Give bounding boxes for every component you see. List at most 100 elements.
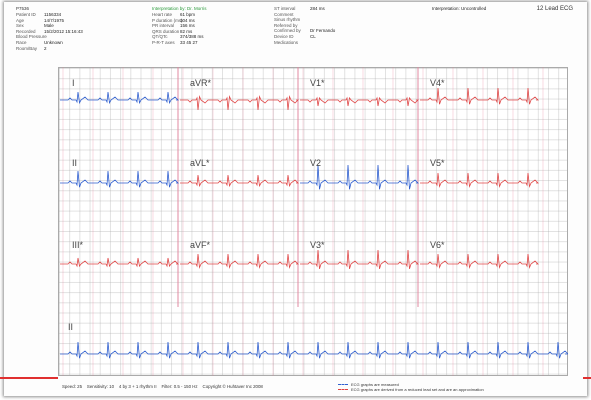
header-value: 33 45 27 — [180, 39, 198, 45]
header-value: 61 bpm — [180, 12, 196, 17]
header-value: 82 ms — [180, 28, 193, 34]
header-value: CL — [310, 33, 316, 39]
header-row: P-R-T axes 33 45 27 — [152, 40, 204, 46]
lead-label: V2 — [310, 158, 322, 168]
header-key: QRS duration — [152, 28, 180, 34]
header-key: Age — [16, 17, 25, 23]
ecg-trace — [180, 253, 299, 270]
header-row: QT/QTc 374/388 ms — [152, 34, 204, 40]
header-value: Dr Fernando — [310, 28, 336, 34]
interpretation-heading-text: Interpretation by: Dr. Morris — [152, 6, 207, 11]
header-key: Medications — [274, 39, 299, 45]
header-row: PR interval 156 ms — [152, 23, 204, 29]
header-value: 104 ms — [180, 17, 195, 23]
lead-label: aVR* — [190, 78, 212, 88]
lead-label: V6* — [430, 240, 445, 250]
header-row: Device ID CL — [274, 34, 335, 40]
header-row: Sex Male — [16, 23, 83, 29]
header-value: 284 ms — [310, 6, 325, 11]
right-red-marker — [583, 377, 591, 379]
trace-legend: ECG graphs are measured ECG graphs are d… — [338, 382, 484, 392]
interpretation-heading: Interpretation by: Dr. Morris — [152, 6, 207, 12]
header-row: Recorded 15/2/2012 15:16:43 — [16, 29, 83, 35]
header-key: Recorded — [16, 28, 36, 34]
measurements-block: Heart rate 61 bpm P duration (ms) 104 ms PR … — [152, 12, 204, 46]
ecg-trace — [420, 253, 539, 270]
lead-label: aVF* — [190, 240, 211, 250]
header-row: Sinus rhythm — [274, 17, 335, 23]
header-value: 1156334 — [44, 12, 62, 17]
header-key: Referred by — [274, 22, 298, 28]
ecg-title-text: 12 Lead ECG — [536, 6, 573, 12]
header-row: Patient ID 1156334 — [16, 12, 83, 18]
ecg-trace — [420, 87, 539, 105]
header-key: PR interval — [152, 23, 175, 29]
header-value: Unknown — [44, 39, 63, 45]
header-key: Sex — [16, 23, 24, 29]
header-key: Race — [16, 39, 27, 45]
header-key: Patient ID — [16, 12, 36, 17]
header-row: Room/Bay 2 — [16, 46, 83, 52]
header-row: Interpretation: Uncontrolled — [402, 6, 486, 12]
lead-label: V3* — [310, 240, 325, 250]
lead-label: I — [72, 78, 75, 88]
header-key: Comment — [274, 11, 294, 17]
header-row: Race Unknown — [16, 40, 83, 46]
header-row: Confirmed by Dr Fernando — [274, 28, 335, 34]
header-row: Comment — [274, 12, 335, 18]
measured-swatch — [338, 384, 348, 386]
lead-label: II — [72, 158, 78, 168]
ecg-trace — [180, 94, 299, 111]
left-red-marker — [0, 377, 58, 379]
header-key: Room/Bay — [16, 45, 38, 51]
header-value: Male — [44, 23, 54, 29]
ecg-trace — [60, 91, 179, 105]
legend-derived-text: ECG graphs are derived from a reduced le… — [351, 387, 484, 392]
interpretation-block: Interpretation: Uncontrolled — [402, 6, 486, 12]
header-key: Blood Pressure — [16, 34, 47, 40]
header-key: Device ID — [274, 33, 294, 39]
header-key: P-R-T axes — [152, 39, 175, 45]
header-value: Interpretation: Uncontrolled — [432, 6, 487, 11]
lead-label: aVL* — [190, 158, 210, 168]
ecg-trace — [420, 172, 539, 189]
header-row: Heart rate 61 bpm — [152, 12, 204, 18]
speed-label: Speed: 25 — [62, 384, 83, 389]
header-value: 14/7/1975 — [44, 17, 65, 23]
lead-label: V1* — [310, 78, 325, 88]
legend-measured-text: ECG graphs are measured — [351, 382, 399, 387]
header-key — [402, 6, 432, 12]
patient-name: P7536 — [16, 6, 29, 12]
header-row: Blood Pressure — [16, 34, 83, 40]
lead-label: V4* — [430, 78, 445, 88]
header-value: 374/388 ms — [180, 34, 204, 40]
header-key: Sinus rhythm — [274, 17, 301, 23]
filter-label: Filter: 0.5 - 150 Hz — [161, 384, 198, 389]
footer-settings: Speed: 25 Sensitivity: 10 4 by 3 + 1 rhy… — [62, 384, 263, 389]
ecg-grid — [58, 67, 568, 376]
header-row: QRS duration 82 ms — [152, 29, 204, 35]
comments-block: ST interval 284 ms Comment Sinus rhythm Refe… — [274, 6, 335, 45]
legend-derived: ECG graphs are derived from a reduced le… — [338, 387, 484, 392]
patient-name-text: P7536 — [16, 6, 30, 11]
header-key: Heart rate — [152, 12, 173, 17]
header-row: P duration (ms) 104 ms — [152, 18, 204, 24]
patient-info-block: Patient ID 1156334 Age 14/7/1975 Sex Male Reco… — [16, 12, 83, 51]
sensitivity-label: Sensitivity: 10 — [86, 384, 115, 389]
header-value: 156 ms — [180, 23, 195, 29]
ecg-trace — [300, 96, 419, 107]
lead-label: V5* — [430, 158, 445, 168]
layout-label: 4 by 3 + 1 rhythm II — [118, 384, 157, 389]
header-row: Medications — [274, 40, 335, 46]
derived-swatch — [338, 389, 348, 391]
header-value: 15/2/2012 15:16:43 — [44, 28, 83, 34]
header-row: Age 14/7/1975 — [16, 18, 83, 24]
ecg-title: 12 Lead ECG — [537, 6, 573, 12]
rhythm-strip-trace — [60, 341, 568, 359]
header-row: Referred by — [274, 23, 335, 29]
header-key: Confirmed by — [274, 28, 301, 34]
ecg-trace — [300, 164, 419, 190]
ecg-trace — [180, 174, 299, 188]
ecg-trace — [300, 249, 419, 270]
ecg-trace — [60, 257, 179, 268]
